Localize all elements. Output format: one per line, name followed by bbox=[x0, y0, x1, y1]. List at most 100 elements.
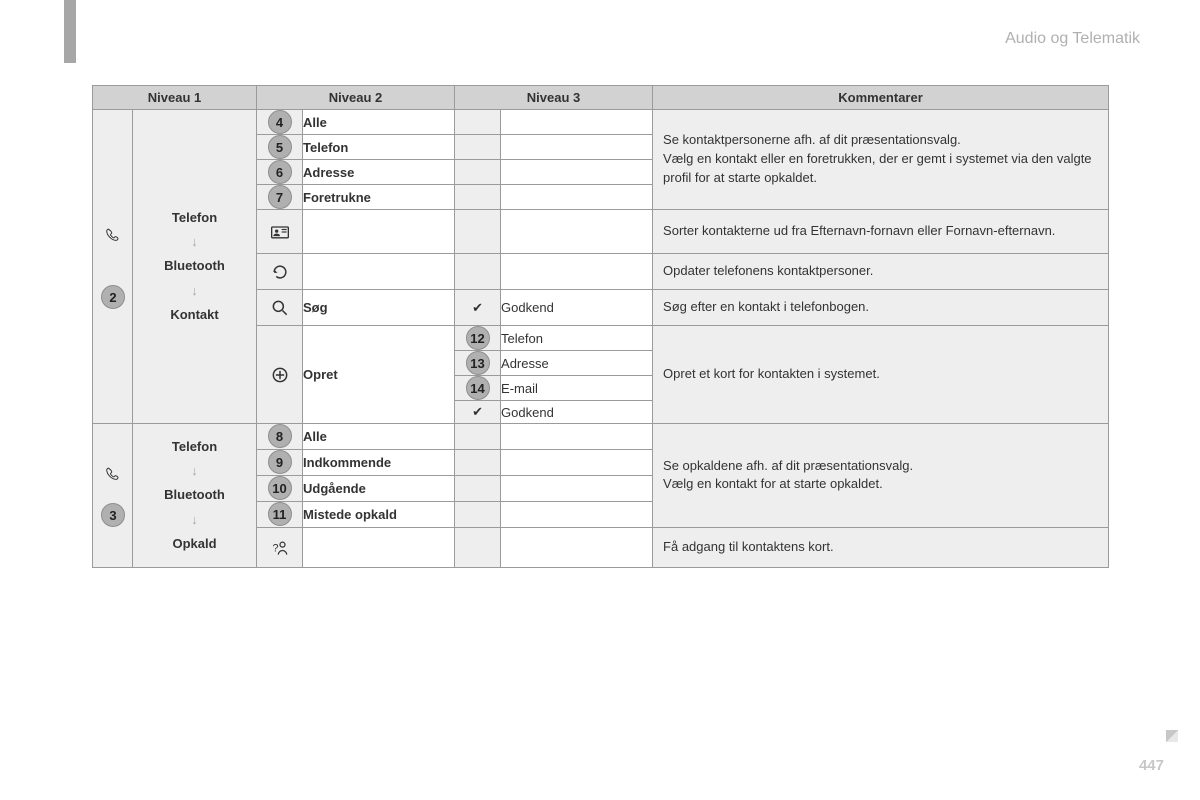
empty-cell bbox=[501, 501, 653, 527]
create-icon-cell bbox=[257, 326, 303, 424]
badge-cell: 6 bbox=[257, 160, 303, 185]
badge-cell: 5 bbox=[257, 135, 303, 160]
step-badge: 4 bbox=[268, 110, 292, 134]
empty-cell bbox=[455, 475, 501, 501]
step-badge: 11 bbox=[268, 502, 292, 526]
label-alle: Alle bbox=[303, 110, 455, 135]
check-icon-cell: ✔ bbox=[455, 290, 501, 326]
col-level2: Niveau 2 bbox=[257, 86, 455, 110]
empty-cell bbox=[501, 527, 653, 567]
empty-cell bbox=[455, 254, 501, 290]
level1-icons: 2 bbox=[93, 110, 133, 424]
col-level3: Niveau 3 bbox=[455, 86, 653, 110]
check-icon: ✔ bbox=[467, 401, 489, 423]
comment-cell: Se kontaktpersonerne afh. af dit præsent… bbox=[653, 110, 1109, 210]
arrow-down-icon: ↓ bbox=[191, 463, 198, 478]
table-row: 2 Telefon ↓ Bluetooth ↓ Kontakt 4 Alle S… bbox=[93, 110, 1109, 135]
comment-cell: Se opkaldene afh. af dit præsentationsva… bbox=[653, 424, 1109, 528]
badge-cell: 14 bbox=[455, 376, 501, 401]
empty-cell bbox=[303, 527, 455, 567]
empty-cell bbox=[455, 501, 501, 527]
check-icon: ✔ bbox=[467, 297, 489, 319]
label-adresse: Adresse bbox=[303, 160, 455, 185]
path-opkald: Opkald bbox=[137, 535, 252, 553]
empty-cell bbox=[501, 254, 653, 290]
empty-cell bbox=[455, 160, 501, 185]
step-badge: 12 bbox=[466, 326, 490, 350]
section-header: Audio og Telematik bbox=[1005, 30, 1140, 48]
step-badge: 5 bbox=[268, 135, 292, 159]
label-alle: Alle bbox=[303, 424, 455, 450]
page-number: 447 bbox=[1139, 757, 1164, 774]
label-indkommende: Indkommende bbox=[303, 449, 455, 475]
search-icon bbox=[269, 297, 291, 319]
badge-cell: 13 bbox=[455, 351, 501, 376]
empty-cell bbox=[455, 527, 501, 567]
refresh-icon-cell bbox=[257, 254, 303, 290]
comment-text: Opdater telefonens kontaktpersoner. bbox=[653, 254, 1108, 289]
label-telefon: Telefon bbox=[303, 135, 455, 160]
col-comments: Kommentarer bbox=[653, 86, 1109, 110]
label-create-godkend: Godkend bbox=[501, 401, 653, 424]
sort-icon-cell bbox=[257, 210, 303, 254]
arrow-down-icon: ↓ bbox=[191, 283, 198, 298]
comment-text: Se kontaktpersonerne afh. af dit præsent… bbox=[653, 123, 1108, 196]
badge-cell: 7 bbox=[257, 185, 303, 210]
step-badge: 7 bbox=[268, 185, 292, 209]
step-badge: 13 bbox=[466, 351, 490, 375]
empty-cell bbox=[455, 185, 501, 210]
badge-cell: 8 bbox=[257, 424, 303, 450]
contact-card-icon-cell: ? bbox=[257, 527, 303, 567]
col-level1: Niveau 1 bbox=[93, 86, 257, 110]
comment-cell: Opret et kort for kontakten i systemet. bbox=[653, 326, 1109, 424]
step-badge: 10 bbox=[268, 476, 292, 500]
comment-text: Få adgang til kontaktens kort. bbox=[653, 530, 1108, 565]
contact-card-icon bbox=[269, 221, 291, 243]
label-create-telefon: Telefon bbox=[501, 326, 653, 351]
label-godkend: Godkend bbox=[501, 290, 653, 326]
plus-circle-icon bbox=[269, 364, 291, 386]
menu-structure-table: Niveau 1 Niveau 2 Niveau 3 Kommentarer 2… bbox=[92, 85, 1109, 568]
label-mistede: Mistede opkald bbox=[303, 501, 455, 527]
level1-path: Telefon ↓ Bluetooth ↓ Kontakt bbox=[133, 110, 257, 424]
phone-icon bbox=[102, 225, 124, 247]
contact-question-icon: ? bbox=[269, 536, 291, 558]
badge-cell: 10 bbox=[257, 475, 303, 501]
label-create-email: E-mail bbox=[501, 376, 653, 401]
badge-cell: 12 bbox=[455, 326, 501, 351]
empty-cell bbox=[455, 110, 501, 135]
empty-cell bbox=[455, 449, 501, 475]
comment-cell: Sorter kontakterne ud fra Efternavn-forn… bbox=[653, 210, 1109, 254]
level1-badge: 2 bbox=[101, 285, 125, 309]
empty-cell bbox=[303, 254, 455, 290]
badge-cell: 9 bbox=[257, 449, 303, 475]
label-udgaaende: Udgående bbox=[303, 475, 455, 501]
path-bluetooth: Bluetooth bbox=[137, 257, 252, 275]
step-badge: 6 bbox=[268, 160, 292, 184]
table-row: 3 Telefon ↓ Bluetooth ↓ Opkald 8 Alle Se… bbox=[93, 424, 1109, 450]
empty-cell bbox=[303, 210, 455, 254]
svg-text:?: ? bbox=[272, 542, 278, 554]
empty-cell bbox=[455, 135, 501, 160]
empty-cell bbox=[501, 475, 653, 501]
phone-icon bbox=[102, 463, 124, 485]
empty-cell bbox=[501, 449, 653, 475]
empty-cell bbox=[501, 185, 653, 210]
empty-cell bbox=[501, 160, 653, 185]
empty-cell bbox=[455, 424, 501, 450]
comment-cell: Søg efter en kontakt i telefonbogen. bbox=[653, 290, 1109, 326]
path-telefon: Telefon bbox=[137, 438, 252, 456]
badge-cell: 11 bbox=[257, 501, 303, 527]
empty-cell bbox=[501, 424, 653, 450]
check-icon-cell: ✔ bbox=[455, 401, 501, 424]
empty-cell bbox=[501, 210, 653, 254]
comment-cell: Opdater telefonens kontaktpersoner. bbox=[653, 254, 1109, 290]
label-search: Søg bbox=[303, 290, 455, 326]
path-kontakt: Kontakt bbox=[137, 306, 252, 324]
path-bluetooth: Bluetooth bbox=[137, 486, 252, 504]
level1-path: Telefon ↓ Bluetooth ↓ Opkald bbox=[133, 424, 257, 568]
refresh-icon bbox=[269, 261, 291, 283]
step-badge: 14 bbox=[466, 376, 490, 400]
empty-cell bbox=[501, 110, 653, 135]
label-foretrukne: Foretrukne bbox=[303, 185, 455, 210]
